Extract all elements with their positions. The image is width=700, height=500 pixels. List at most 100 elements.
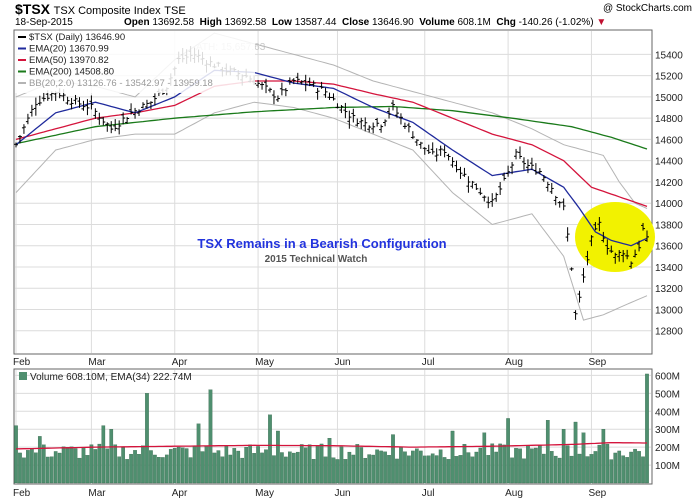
volume-bar bbox=[204, 446, 209, 484]
price-bar bbox=[125, 116, 130, 124]
volume-bar bbox=[284, 456, 288, 484]
legend-ema50: EMA(50) 13970.82 bbox=[29, 55, 109, 66]
chart-header-title: $TSX TSX Composite Index TSE bbox=[15, 1, 186, 17]
volume-bar bbox=[319, 443, 324, 484]
price-y-tick: 13400 bbox=[655, 263, 683, 274]
volume-bar bbox=[232, 448, 237, 484]
bb-lower-line bbox=[15, 101, 648, 321]
volume-bar bbox=[478, 447, 483, 484]
price-bar bbox=[327, 92, 332, 100]
price-bar bbox=[410, 131, 415, 139]
x-tick-label: Sep bbox=[588, 488, 606, 499]
volume-y-tick: 100M bbox=[655, 461, 680, 472]
volume-bar bbox=[510, 457, 514, 484]
volume-bar bbox=[482, 432, 487, 484]
price-bar bbox=[73, 94, 78, 105]
price-bar bbox=[494, 192, 499, 202]
chg-label: Chg bbox=[496, 17, 516, 28]
price-bar bbox=[307, 77, 312, 87]
volume-bar bbox=[617, 450, 622, 484]
price-bar bbox=[319, 81, 324, 89]
volume-ema-line bbox=[15, 441, 647, 450]
price-bar bbox=[335, 103, 340, 109]
copyright: @ StockCharts.com bbox=[602, 3, 692, 14]
volume-bar bbox=[53, 451, 58, 484]
volume-bar bbox=[256, 446, 260, 484]
volume-bar bbox=[212, 452, 217, 484]
volume-bar bbox=[367, 454, 372, 484]
x-tick-label: Apr bbox=[172, 357, 188, 368]
price-bar bbox=[557, 201, 562, 208]
price-bar bbox=[117, 120, 122, 135]
volume-bar bbox=[621, 455, 626, 484]
x-tick-label: Apr bbox=[172, 488, 188, 499]
x-tick-label: May bbox=[255, 357, 274, 368]
price-bar bbox=[383, 119, 388, 127]
price-bar bbox=[629, 261, 634, 269]
volume-bar bbox=[172, 448, 177, 484]
price-bar bbox=[152, 93, 157, 106]
volume-bar bbox=[625, 457, 629, 484]
volume-bar bbox=[438, 449, 443, 484]
price-bar bbox=[267, 87, 272, 93]
price-bar bbox=[33, 97, 38, 116]
price-bar bbox=[140, 102, 145, 109]
price-bar bbox=[609, 245, 614, 253]
volume-legend-swatch bbox=[19, 372, 27, 380]
volume-bar bbox=[133, 450, 137, 484]
price-bar bbox=[601, 231, 606, 243]
volume-bar bbox=[121, 447, 125, 484]
volume-bar bbox=[514, 448, 518, 484]
volume-bar bbox=[506, 418, 510, 484]
volume-bar bbox=[299, 444, 304, 484]
volume-bar bbox=[549, 451, 554, 484]
price-bar bbox=[510, 162, 515, 175]
volume-bar bbox=[343, 459, 348, 484]
price-bar bbox=[553, 195, 558, 206]
price-bar bbox=[351, 108, 356, 123]
legend-backdrop bbox=[15, 31, 255, 93]
volume-bar bbox=[14, 425, 18, 484]
x-tick-label: May bbox=[255, 488, 274, 499]
volume-bar bbox=[347, 451, 352, 484]
volume-bar bbox=[470, 456, 475, 484]
volume-bar bbox=[161, 457, 165, 484]
volume-y-tick: 500M bbox=[655, 389, 680, 400]
price-bar bbox=[343, 102, 348, 119]
price-bar bbox=[478, 187, 483, 196]
price-bar bbox=[81, 100, 86, 111]
price-bar bbox=[645, 230, 649, 242]
volume-bar bbox=[236, 450, 241, 484]
volume-bar bbox=[45, 456, 50, 484]
volume-bar bbox=[81, 447, 86, 484]
volume-bar bbox=[26, 450, 30, 484]
legend-price: $TSX (Daily) 13646.90 bbox=[29, 32, 125, 43]
volume-bar bbox=[125, 459, 129, 484]
volume-label: Volume bbox=[419, 17, 455, 28]
price-y-tick: 15400 bbox=[655, 50, 683, 61]
volume-bar bbox=[176, 447, 181, 484]
price-bar bbox=[490, 193, 495, 207]
price-bar bbox=[371, 122, 376, 134]
volume-bar bbox=[22, 457, 26, 484]
volume-bar bbox=[355, 444, 360, 484]
price-bar bbox=[462, 167, 467, 177]
volume-bar bbox=[288, 451, 292, 484]
volume-bar bbox=[418, 450, 423, 484]
volume-bar bbox=[403, 451, 407, 484]
volume-y-axis: 100M 200M 300M 400M 500M 600M bbox=[655, 371, 680, 472]
volume-bar bbox=[502, 444, 506, 484]
volume-bar bbox=[295, 451, 300, 484]
price-bar bbox=[279, 82, 284, 96]
volume-bars bbox=[14, 373, 649, 484]
volume-bar bbox=[391, 434, 395, 484]
volume-bar bbox=[486, 455, 491, 484]
price-bar bbox=[137, 109, 142, 117]
annotation-subtitle: 2015 Technical Watch bbox=[265, 254, 368, 265]
bollinger-bands bbox=[15, 32, 648, 321]
price-bar bbox=[521, 157, 526, 170]
x-tick-label: Feb bbox=[13, 488, 31, 499]
volume-bar bbox=[105, 448, 110, 484]
volume-bar bbox=[458, 455, 463, 484]
volume-bar bbox=[605, 443, 610, 484]
